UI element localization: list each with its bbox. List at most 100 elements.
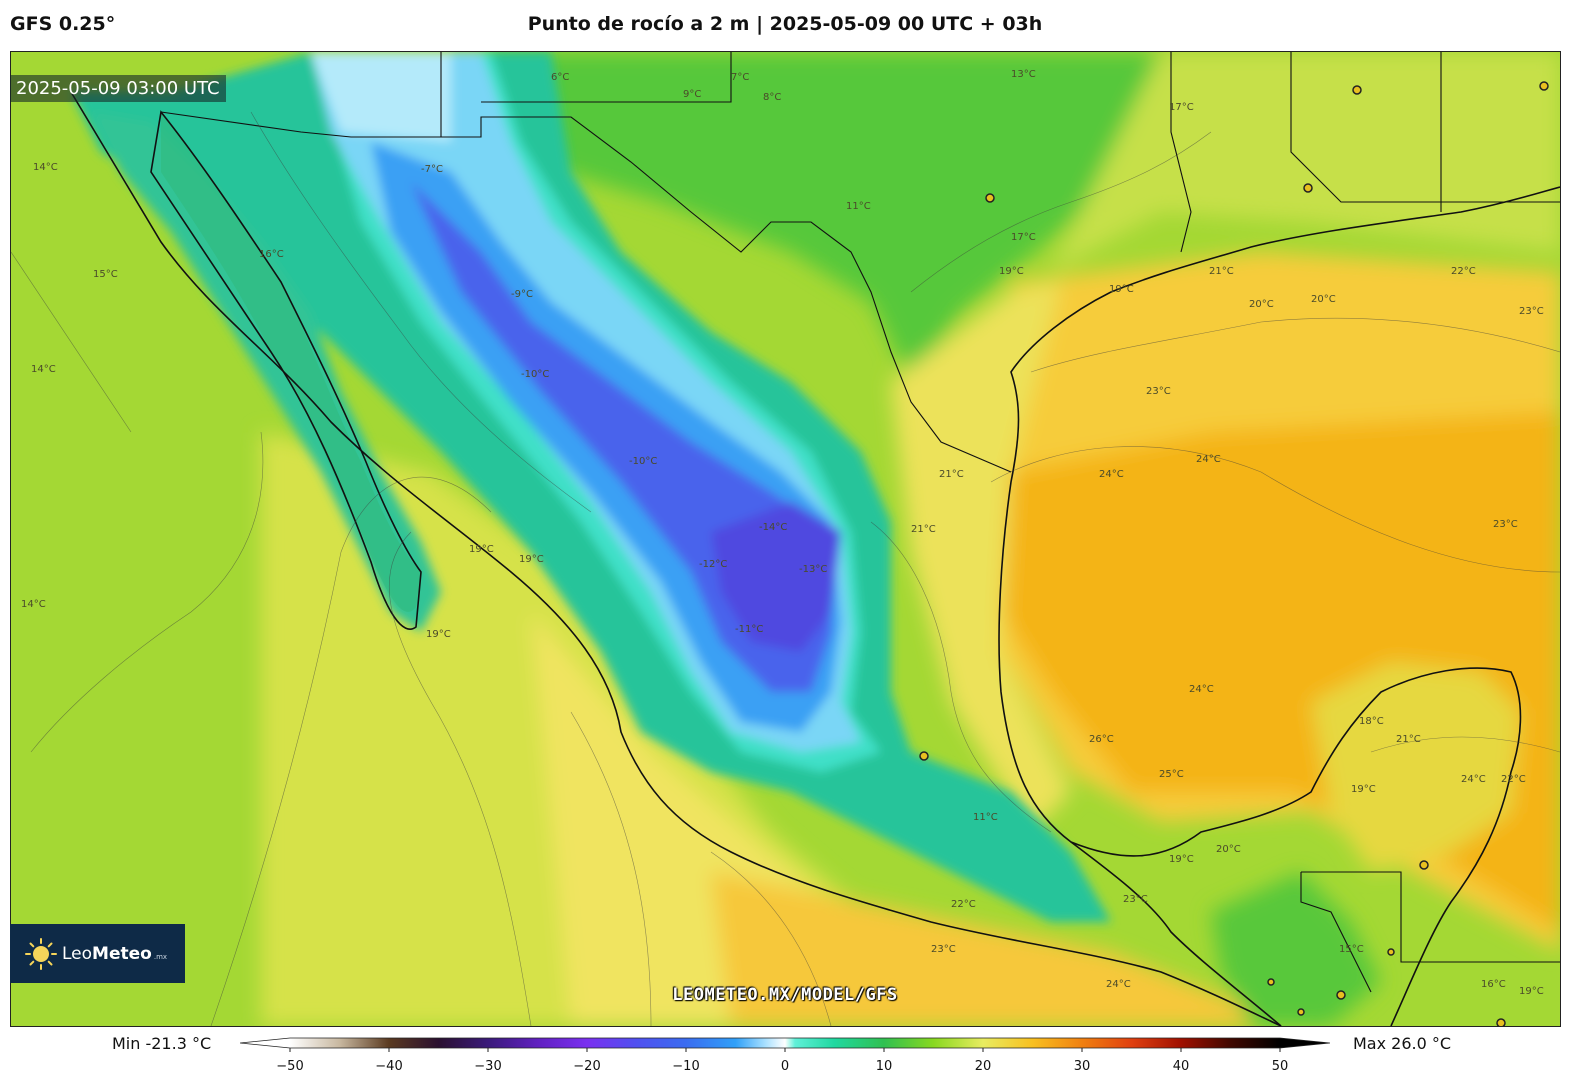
contour-label: 6°C [551, 72, 569, 83]
city-marker[interactable] [1387, 948, 1395, 956]
contour-label: -9°C [511, 289, 533, 300]
contour-label: 22°C [951, 899, 976, 910]
contour-label: 16°C [259, 249, 284, 260]
contour-label: 20°C [1216, 844, 1241, 855]
city-marker[interactable] [919, 751, 929, 761]
logo-wordmark: LeoMeteo .mx [62, 943, 168, 964]
contour-label: 9°C [683, 89, 701, 100]
contour-label: 19°C [519, 554, 544, 565]
south-pacific-warm-zone [711, 872, 1271, 1026]
pacific-moist-zone [261, 432, 1011, 1026]
contour-label: -12°C [699, 559, 727, 570]
contour-label: 19°C [1169, 854, 1194, 865]
contour-label: 14°C [31, 364, 56, 375]
city-marker[interactable] [1336, 990, 1346, 1000]
contour-label: 19°C [469, 544, 494, 555]
contour-label: 20°C [1311, 294, 1336, 305]
yucatan-warm-zone [1311, 662, 1521, 872]
colorbar-tick-label: −30 [474, 1059, 501, 1072]
pacific-coastal-warm-zone [531, 612, 1031, 1026]
contour-label: 15°C [1339, 944, 1364, 955]
contour-label: 17°C [1011, 232, 1036, 243]
city-marker[interactable] [1297, 1008, 1305, 1016]
contour-label: 15°C [93, 269, 118, 280]
city-markers [919, 81, 1549, 1026]
contour-label: 26°C [1089, 734, 1114, 745]
contour-label: 22°C [1501, 774, 1526, 785]
colorbar-tick-label: 40 [1173, 1059, 1190, 1072]
gulf-coastal-band [891, 282, 1071, 832]
city-marker[interactable] [1496, 1018, 1506, 1026]
colorbar-tick-label: −40 [375, 1059, 402, 1072]
contour-label: 16°C [1481, 979, 1506, 990]
colorbar-tick-label: 20 [975, 1059, 992, 1072]
colorbar-body [240, 1037, 1330, 1049]
contour-label: 23°C [931, 944, 956, 955]
contour-label: 8°C [763, 92, 781, 103]
coastlines [70, 91, 1560, 1026]
model-label: GFS 0.25° [10, 13, 116, 35]
contour-label: 20°C [1249, 299, 1274, 310]
colorbar-tick-label: 0 [781, 1059, 789, 1072]
contour-label: 24°C [1196, 454, 1221, 465]
source-watermark[interactable]: LEOMETEO.MX/MODEL/GFS [672, 985, 898, 1005]
colorbar-tick-label: 50 [1272, 1059, 1289, 1072]
baja-peninsula-outline [161, 112, 421, 612]
contour-label: 17°C [1169, 102, 1194, 113]
colorbar-tick-label: 10 [876, 1059, 893, 1072]
contour-label: 21°C [911, 524, 936, 535]
colorbar-min-label: Min -21.3 °C [112, 1034, 212, 1053]
contour-label: 13°C [1011, 69, 1036, 80]
plateau-violet-core [711, 502, 841, 652]
contour-label: 19°C [426, 629, 451, 640]
north-land-green-zone [481, 52, 1211, 382]
contour-label: 24°C [1106, 979, 1131, 990]
contour-label: 18°C [1359, 716, 1384, 727]
contour-label: 23°C [1123, 894, 1148, 905]
dew-point-map[interactable]: 14°C 15°C 16°C 14°C 14°C 19°C 19°C 19°C … [10, 51, 1561, 1027]
contour-label: -13°C [799, 564, 827, 575]
contour-label: 21°C [1396, 734, 1421, 745]
contour-label: 23°C [1519, 306, 1544, 317]
contour-label: 24°C [1099, 469, 1124, 480]
contour-labels: 14°C 15°C 16°C 14°C 14°C 19°C 19°C 19°C … [21, 69, 1544, 997]
contour-label: 25°C [1159, 769, 1184, 780]
contour-label: 19°C [1519, 986, 1544, 997]
colorbar-tick-label: 30 [1074, 1059, 1091, 1072]
city-marker[interactable] [1267, 978, 1275, 986]
city-marker[interactable] [1419, 860, 1429, 870]
central-america-green-zone [1211, 872, 1381, 1026]
contour-label: -10°C [629, 456, 657, 467]
contour-label: 19°C [1109, 284, 1134, 295]
colorbar-tick-label: −20 [573, 1059, 600, 1072]
contour-label: 24°C [1189, 684, 1214, 695]
city-marker[interactable] [1303, 183, 1313, 193]
contour-label: 11°C [846, 201, 871, 212]
sun-icon [25, 937, 57, 970]
valid-time-badge: 2025-05-09 03:00 UTC [10, 75, 226, 102]
contour-label: -10°C [521, 369, 549, 380]
contour-label: 23°C [1493, 519, 1518, 530]
dew-point-contours [11, 111, 1560, 1026]
north-pale-cyan [311, 52, 451, 142]
contour-label: 7°C [731, 72, 749, 83]
contour-label: 11°C [973, 812, 998, 823]
political-borders [160, 52, 1560, 993]
contour-label: -11°C [735, 624, 763, 635]
city-marker[interactable] [1539, 81, 1549, 91]
colorbar: −50 −40 −30 −20 −10 0 10 20 30 40 50 [240, 1037, 1330, 1072]
contour-label: 14°C [33, 162, 58, 173]
chart-title: Punto de rocío a 2 m | 2025-05-09 00 UTC… [527, 13, 1043, 35]
city-marker[interactable] [985, 193, 995, 203]
colorbar-tick-label: −10 [672, 1059, 699, 1072]
contour-label: -14°C [759, 522, 787, 533]
leometeo-logo[interactable]: LeoMeteo .mx [10, 924, 185, 983]
colorbar-max-label: Max 26.0 °C [1353, 1034, 1452, 1053]
contour-label: 22°C [1451, 266, 1476, 277]
contour-label: 21°C [939, 469, 964, 480]
city-marker[interactable] [1352, 85, 1362, 95]
contour-label: 21°C [1209, 266, 1234, 277]
contour-label: 19°C [1351, 784, 1376, 795]
contour-label: 24°C [1461, 774, 1486, 785]
contour-label: 19°C [999, 266, 1024, 277]
